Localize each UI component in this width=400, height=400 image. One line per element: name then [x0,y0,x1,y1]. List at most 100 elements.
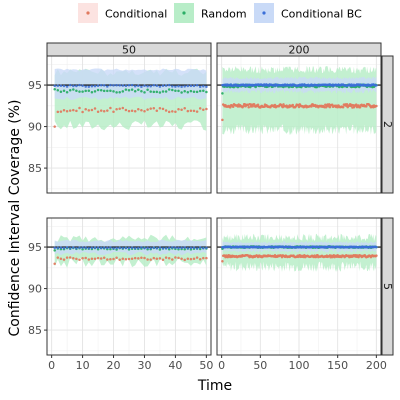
point-conditional_bc [205,85,208,88]
strip-top [46,42,212,57]
point-conditional_bc [109,83,112,87]
point-conditional [121,106,125,110]
point-conditional_bc [106,85,109,88]
point-random [90,91,94,94]
point-conditional [130,109,134,113]
point-conditional [183,258,186,262]
point-conditional [143,256,146,260]
legend-item-conditional_bc: Conditional BC [254,3,362,23]
strip-top [216,42,382,57]
point-conditional [171,258,174,261]
point-random [106,89,109,93]
point-conditional [65,256,69,259]
point-conditional_bc [146,246,149,250]
point-conditional_bc [143,84,146,88]
point-conditional_bc [195,83,199,87]
point-conditional [161,258,165,262]
point-conditional_bc [189,246,193,250]
point-conditional [252,103,256,106]
point-conditional [198,258,202,261]
point-random [140,89,143,93]
point-conditional [81,110,84,114]
point-conditional_bc [68,83,72,87]
point-conditional_bc [62,246,66,250]
point-conditional_bc [375,84,378,87]
point-conditional_bc [84,246,87,249]
point-random [158,248,162,251]
y-tick-label: 85 [28,162,42,175]
point-conditional_bc [121,246,125,250]
point-conditional_bc [75,84,78,88]
point-conditional_bc [167,83,171,87]
legend-label-conditional_bc: Conditional BC [281,8,362,21]
point-conditional [189,109,193,113]
point-conditional_bc [87,85,91,88]
point-conditional_bc [174,246,177,250]
point-random [149,90,152,93]
point-conditional [221,118,224,122]
point-conditional [81,256,84,260]
point-random [183,248,186,251]
panel-5-50: 85 90 95 0 10 20 30 40 50 [28,217,213,372]
point-conditional [102,110,106,113]
point-conditional [149,258,152,261]
point-conditional_bc [192,84,196,88]
point-conditional_bc [140,85,143,88]
point-conditional_bc [183,85,186,88]
point-random [102,89,106,93]
point-random [205,90,208,94]
point-conditional [186,109,190,113]
point-conditional [180,257,183,261]
x-tick-label: 100 [289,359,310,372]
point-conditional_bc [56,84,60,88]
x-tick-label: 40 [168,359,182,372]
point-conditional [158,257,162,260]
point-random [174,89,177,92]
point-conditional_bc [115,83,118,87]
point-random [164,90,168,93]
point-conditional [127,109,131,113]
point-conditional [186,257,190,261]
point-conditional [53,125,56,128]
point-conditional [112,110,115,113]
point-random [137,88,140,92]
point-conditional [331,103,334,107]
point-random [183,89,186,93]
x-tick-label: 20 [107,359,121,372]
point-conditional_bc [189,84,193,88]
point-conditional [84,107,87,111]
point-random [192,90,196,93]
point-conditional_bc [171,246,174,249]
point-conditional_bc [90,246,94,250]
point-conditional_bc [99,83,103,87]
band-conditional_bc [54,68,207,100]
point-random [221,92,224,95]
point-conditional [59,257,63,260]
point-conditional_bc [137,84,140,88]
point-random [171,88,174,92]
point-conditional [146,258,149,261]
point-random [121,90,125,93]
point-conditional [158,107,162,110]
point-conditional_bc [78,246,81,249]
point-conditional_bc [177,246,180,250]
x-tick-label: 200 [366,359,387,372]
point-conditional_bc [164,84,168,87]
point-conditional [78,258,81,262]
point-conditional_bc [202,84,205,88]
point-conditional_bc [75,246,78,250]
point-conditional_bc [124,84,128,88]
point-conditional_bc [146,84,149,88]
point-random [53,87,56,91]
point-conditional [177,107,180,111]
panel-2-50: 50 85 90 95 [28,42,212,194]
point-conditional [180,108,183,112]
point-conditional_bc [202,246,205,250]
point-conditional_bc [183,246,186,249]
point-conditional_bc [158,85,162,88]
point-random [198,89,202,93]
point-conditional [90,108,94,112]
point-conditional_bc [127,84,131,87]
x-tick-label: 0 [48,359,55,372]
point-conditional [205,256,208,260]
